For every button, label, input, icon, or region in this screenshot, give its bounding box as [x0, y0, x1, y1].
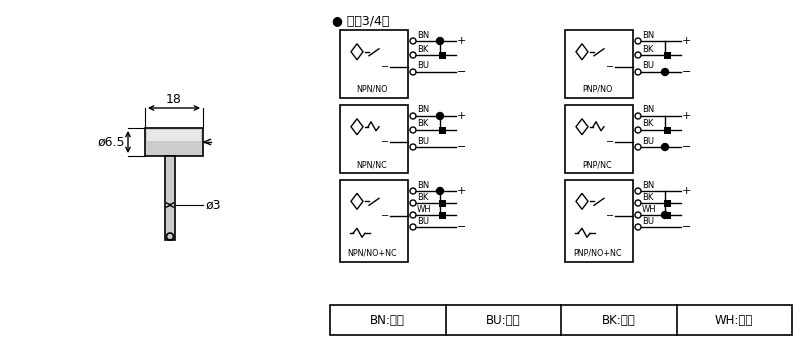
- Bar: [165, 156, 175, 240]
- Text: −: −: [682, 222, 691, 232]
- Text: −: −: [606, 211, 614, 221]
- Bar: [147, 130, 201, 142]
- Text: PNP/NO: PNP/NO: [582, 85, 612, 94]
- Text: +: +: [682, 186, 691, 196]
- Text: +: +: [457, 36, 466, 46]
- Bar: [664, 126, 671, 133]
- Text: +: +: [682, 36, 691, 46]
- Text: WH: WH: [417, 205, 432, 214]
- Bar: [565, 180, 633, 262]
- Text: BK: BK: [417, 44, 428, 54]
- Text: BU: BU: [417, 62, 429, 70]
- Text: BU: BU: [642, 216, 654, 226]
- Circle shape: [437, 38, 443, 44]
- Bar: [664, 212, 671, 219]
- Text: PNP/NO+NC: PNP/NO+NC: [573, 249, 622, 258]
- Text: ø3: ø3: [205, 199, 221, 212]
- Text: −: −: [381, 211, 389, 221]
- Text: BN: BN: [417, 106, 430, 114]
- Text: +: +: [457, 111, 466, 121]
- Bar: [664, 200, 671, 207]
- Text: BN: BN: [417, 31, 430, 39]
- Text: BK: BK: [642, 119, 654, 128]
- Text: ● 直冁3/4线: ● 直冁3/4线: [332, 15, 390, 28]
- Bar: [565, 30, 633, 98]
- Circle shape: [662, 212, 669, 219]
- Circle shape: [662, 69, 669, 75]
- Bar: [340, 105, 408, 173]
- Text: BK: BK: [417, 119, 428, 128]
- Bar: [439, 212, 446, 219]
- Text: −: −: [682, 142, 691, 152]
- Bar: [145, 128, 203, 156]
- Text: BU: BU: [642, 137, 654, 145]
- Text: BK: BK: [642, 44, 654, 54]
- Text: PNP/NC: PNP/NC: [582, 160, 612, 169]
- Text: −: −: [606, 137, 614, 147]
- Text: −: −: [682, 67, 691, 77]
- Text: BK: BK: [417, 193, 428, 201]
- Bar: [439, 126, 446, 133]
- Text: 18: 18: [166, 93, 182, 106]
- Text: BN:棕色: BN:棕色: [370, 314, 405, 327]
- Text: BN: BN: [642, 106, 654, 114]
- Text: NPN/NC: NPN/NC: [357, 160, 387, 169]
- Text: BU: BU: [417, 137, 429, 145]
- Text: WH:白色: WH:白色: [715, 314, 754, 327]
- Text: −: −: [381, 62, 389, 72]
- Text: BN: BN: [642, 181, 654, 189]
- Text: BK: BK: [642, 193, 654, 201]
- Text: −: −: [381, 137, 389, 147]
- Bar: [664, 51, 671, 58]
- Text: BN: BN: [417, 181, 430, 189]
- Bar: [340, 180, 408, 262]
- Text: BU: BU: [417, 216, 429, 226]
- Text: −: −: [457, 142, 466, 152]
- Text: +: +: [682, 111, 691, 121]
- Text: −: −: [457, 222, 466, 232]
- Text: NPN/NO: NPN/NO: [356, 85, 388, 94]
- Text: BU:兰色: BU:兰色: [486, 314, 521, 327]
- Text: BU: BU: [642, 62, 654, 70]
- Bar: [439, 200, 446, 207]
- Circle shape: [662, 144, 669, 151]
- Text: −: −: [606, 62, 614, 72]
- Text: BK:黑色: BK:黑色: [602, 314, 636, 327]
- Text: WH: WH: [642, 205, 657, 214]
- Bar: [439, 51, 446, 58]
- Text: +: +: [457, 186, 466, 196]
- Circle shape: [437, 113, 443, 119]
- Text: −: −: [457, 67, 466, 77]
- Bar: [330, 305, 792, 335]
- Text: BN: BN: [642, 31, 654, 39]
- Text: NPN/NO+NC: NPN/NO+NC: [347, 249, 397, 258]
- Text: ø6.5: ø6.5: [98, 136, 125, 149]
- Bar: [565, 105, 633, 173]
- Bar: [340, 30, 408, 98]
- Circle shape: [437, 188, 443, 195]
